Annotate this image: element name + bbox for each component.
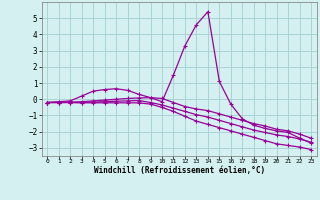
X-axis label: Windchill (Refroidissement éolien,°C): Windchill (Refroidissement éolien,°C) — [94, 166, 265, 175]
